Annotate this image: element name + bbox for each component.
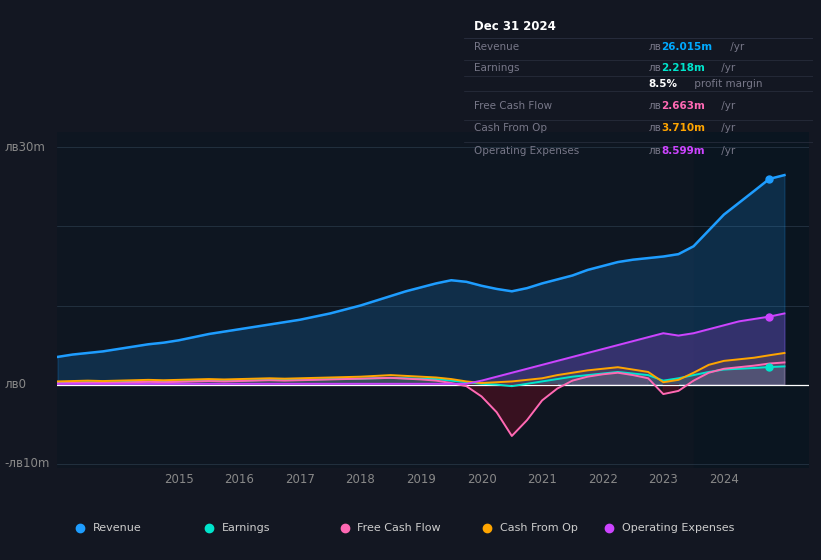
Text: Free Cash Flow: Free Cash Flow: [475, 101, 553, 111]
Text: 8.599m: 8.599m: [661, 146, 704, 156]
Text: 2.663m: 2.663m: [661, 101, 705, 111]
Text: profit margin: profit margin: [690, 79, 762, 89]
Text: лв0: лв0: [4, 378, 26, 391]
Text: Earnings: Earnings: [475, 63, 520, 73]
Text: Cash From Op: Cash From Op: [500, 523, 578, 533]
Text: /yr: /yr: [718, 101, 735, 111]
Text: Dec 31 2024: Dec 31 2024: [475, 20, 556, 33]
Text: /yr: /yr: [718, 123, 735, 133]
Text: Revenue: Revenue: [94, 523, 142, 533]
Text: Cash From Op: Cash From Op: [475, 123, 548, 133]
Bar: [694, 132, 809, 468]
Text: /yr: /yr: [718, 63, 735, 73]
Text: /yr: /yr: [727, 42, 744, 52]
Text: Operating Expenses: Operating Expenses: [621, 523, 734, 533]
Text: Revenue: Revenue: [475, 42, 520, 52]
Text: 3.710m: 3.710m: [661, 123, 705, 133]
Text: лв: лв: [649, 42, 662, 52]
Text: лв30m: лв30m: [4, 141, 45, 154]
Text: 2.218m: 2.218m: [661, 63, 705, 73]
Text: лв: лв: [649, 63, 662, 73]
Text: Earnings: Earnings: [222, 523, 270, 533]
Text: лв: лв: [649, 101, 662, 111]
Text: Free Cash Flow: Free Cash Flow: [357, 523, 441, 533]
Text: лв: лв: [649, 123, 662, 133]
Text: /yr: /yr: [718, 146, 735, 156]
Text: Operating Expenses: Operating Expenses: [475, 146, 580, 156]
Text: 8.5%: 8.5%: [649, 79, 678, 89]
Text: лв: лв: [649, 146, 662, 156]
Text: -лв10m: -лв10m: [4, 457, 49, 470]
Text: 26.015m: 26.015m: [661, 42, 712, 52]
